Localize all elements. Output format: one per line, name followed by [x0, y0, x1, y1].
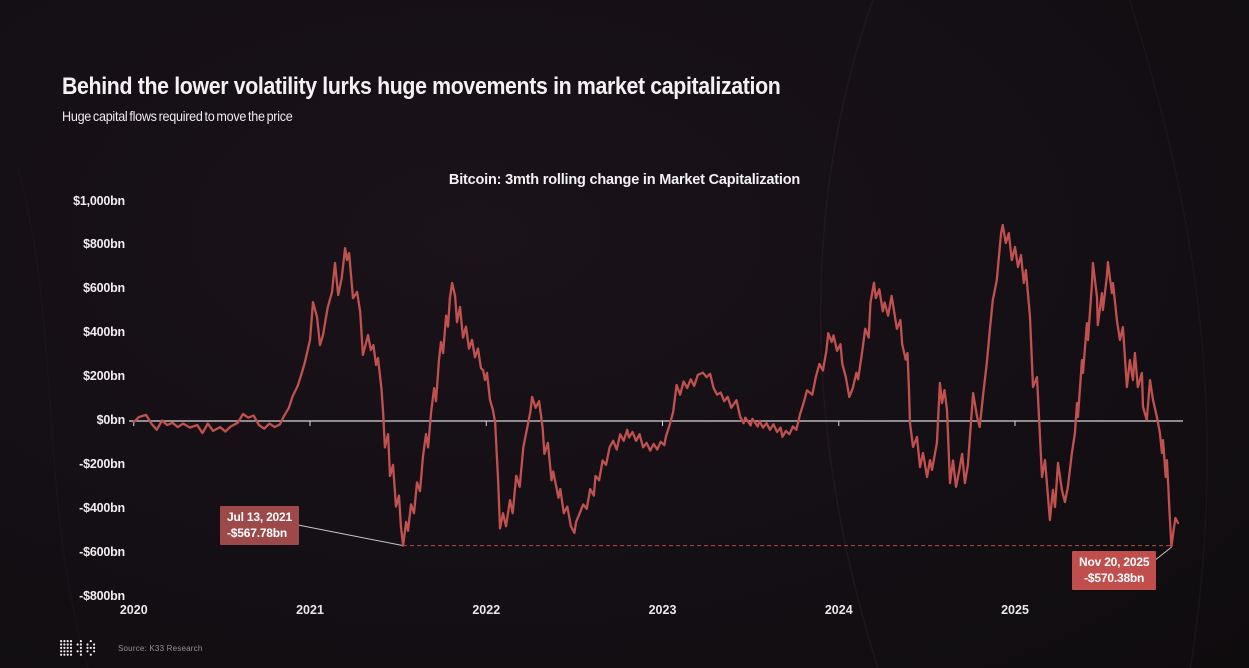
logo-dot: [60, 653, 63, 656]
annotation-connector-1: [292, 523, 404, 547]
logo-dot: [63, 653, 66, 656]
logo-dot: [89, 640, 92, 643]
x-axis-label: 2025: [1001, 603, 1029, 617]
y-axis-label: $0bn: [96, 413, 126, 427]
decorative-streak: [819, 0, 879, 668]
logo-dot: [76, 643, 79, 646]
y-axis-label: -$200bn: [79, 456, 125, 471]
x-axis-label: 2023: [648, 603, 677, 617]
logo-dot: [93, 650, 96, 653]
logo-dot: [69, 640, 73, 643]
logo-dot: [86, 650, 89, 653]
logo-dot: [89, 653, 92, 656]
y-axis-label: $400bn: [83, 325, 125, 340]
logo-dot: [63, 646, 66, 649]
page-title: Behind the lower volatility lurks huge m…: [62, 73, 781, 101]
page-subtitle: Huge capital flows required to move the …: [62, 108, 293, 124]
logo-dot: [79, 646, 82, 649]
logo-dot: [69, 653, 73, 656]
annotation-value: -$567.78bn: [227, 526, 288, 540]
logo-dot: [66, 643, 69, 646]
logo-dot: [79, 650, 82, 653]
logo-dot: [79, 653, 82, 656]
source-label: Source: K33 Research: [118, 644, 203, 653]
logo-dot: [93, 643, 96, 646]
logo-dot: [60, 640, 63, 643]
series-line-bitcoin-mcap-change: [132, 223, 1180, 548]
y-axis-label: -$400bn: [79, 500, 125, 515]
logo-dot: [76, 650, 79, 653]
annotation-nov-20-2025: Nov 20, 2025 -$570.38bn: [1072, 551, 1157, 590]
annotation-date: Nov 20, 2025: [1079, 555, 1150, 569]
logo-dot: [63, 640, 66, 643]
x-axis-label: 2022: [472, 603, 501, 617]
logo-dot: [86, 646, 89, 649]
y-axis-label: $200bn: [83, 369, 125, 384]
logo-dot: [60, 650, 63, 653]
k33-dot-matrix-logo-icon: [60, 640, 96, 656]
y-axis-label: -$800bn: [79, 588, 125, 603]
logo-dot: [79, 643, 82, 646]
x-axis-label: 2021: [296, 603, 324, 617]
logo-dot: [89, 646, 92, 649]
logo-dot: [93, 646, 96, 649]
annotation-connector-2: [1153, 546, 1172, 562]
logo-dot: [63, 650, 66, 653]
annotation-value: -$570.38bn: [1084, 571, 1145, 585]
logo-dot: [79, 640, 82, 643]
logo-dot: [66, 646, 69, 649]
annotation-date: Jul 13, 2021: [227, 510, 292, 524]
logo-dot: [69, 646, 73, 649]
logo-dot: [63, 643, 66, 646]
logo-dot: [66, 650, 69, 653]
y-axis-label: $800bn: [83, 237, 125, 252]
decorative-streak: [1128, 0, 1208, 668]
y-axis-label: -$600bn: [79, 544, 125, 559]
logo-dot: [66, 653, 69, 656]
logo-dot: [60, 646, 63, 649]
y-axis-label: $1,000bn: [73, 193, 125, 208]
annotation-jul-13-2021: Jul 13, 2021 -$567.78bn: [220, 506, 299, 545]
y-axis-label: $600bn: [83, 281, 125, 296]
decorative-streak: [17, 169, 89, 668]
x-axis-label: 2024: [824, 603, 853, 617]
logo-dot: [60, 643, 63, 646]
logo-dot: [69, 643, 73, 646]
x-axis-label: 2020: [119, 603, 148, 617]
logo-dot: [69, 650, 73, 653]
chart-title: Bitcoin: 3mth rolling change in Market C…: [448, 172, 801, 188]
logo-dot: [86, 643, 89, 646]
logo-dot: [66, 640, 69, 643]
